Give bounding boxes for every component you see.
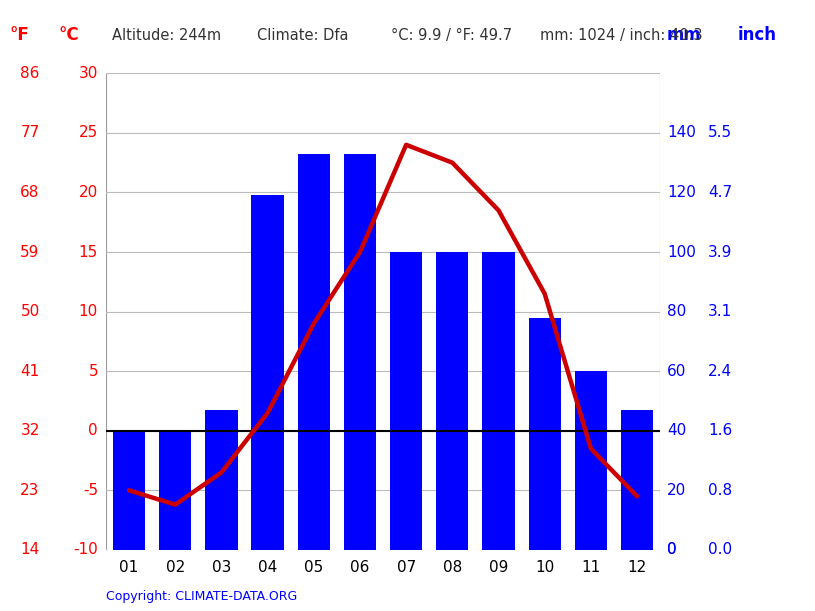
Bar [529,318,561,550]
Text: 25: 25 [79,125,98,141]
Text: Altitude: 244m: Altitude: 244m [112,27,222,43]
Text: 30: 30 [78,66,98,81]
Text: 41: 41 [20,364,40,379]
Text: 1.6: 1.6 [708,423,733,438]
Text: 86: 86 [20,66,40,81]
Text: 40: 40 [667,423,686,438]
Text: mm: mm [667,26,702,44]
Bar [205,410,238,550]
Text: 3.1: 3.1 [708,304,733,319]
Text: -5: -5 [83,483,98,498]
Text: 80: 80 [667,304,686,319]
Bar [390,252,422,550]
Text: 14: 14 [20,543,40,557]
Text: 120: 120 [667,185,696,200]
Text: 2.4: 2.4 [708,364,733,379]
Text: 3.9: 3.9 [708,244,733,260]
Text: 50: 50 [20,304,40,319]
Text: Climate: Dfa: Climate: Dfa [257,27,348,43]
Text: 20: 20 [79,185,98,200]
Text: 140: 140 [667,125,696,141]
Text: 77: 77 [20,125,40,141]
Text: inch: inch [738,26,777,44]
Text: 15: 15 [79,244,98,260]
Text: 0.8: 0.8 [708,483,733,498]
Text: 0.0: 0.0 [708,543,733,557]
Bar [159,431,192,550]
Bar [482,252,515,550]
Text: °F: °F [10,26,29,44]
Text: 5: 5 [88,364,98,379]
Text: 0: 0 [667,543,676,557]
Text: Copyright: CLIMATE-DATA.ORG: Copyright: CLIMATE-DATA.ORG [106,590,297,603]
Text: 32: 32 [20,423,40,438]
Bar [575,371,607,550]
Text: °C: 9.9 / °F: 49.7: °C: 9.9 / °F: 49.7 [391,27,513,43]
Text: 20: 20 [667,483,686,498]
Text: 68: 68 [20,185,40,200]
Bar [436,252,469,550]
Bar [621,410,654,550]
Text: 100: 100 [667,244,696,260]
Text: 4.7: 4.7 [708,185,733,200]
Text: mm: 1024 / inch: 40.3: mm: 1024 / inch: 40.3 [540,27,702,43]
Text: 10: 10 [79,304,98,319]
Text: 60: 60 [667,364,686,379]
Text: 59: 59 [20,244,40,260]
Text: 23: 23 [20,483,40,498]
Text: °C: °C [59,26,79,44]
Bar [252,196,284,550]
Bar [113,431,145,550]
Bar [297,154,330,550]
Text: 5.5: 5.5 [708,125,733,141]
Text: -10: -10 [73,543,98,557]
Text: 0: 0 [667,543,676,557]
Bar [344,154,377,550]
Text: 0: 0 [88,423,98,438]
